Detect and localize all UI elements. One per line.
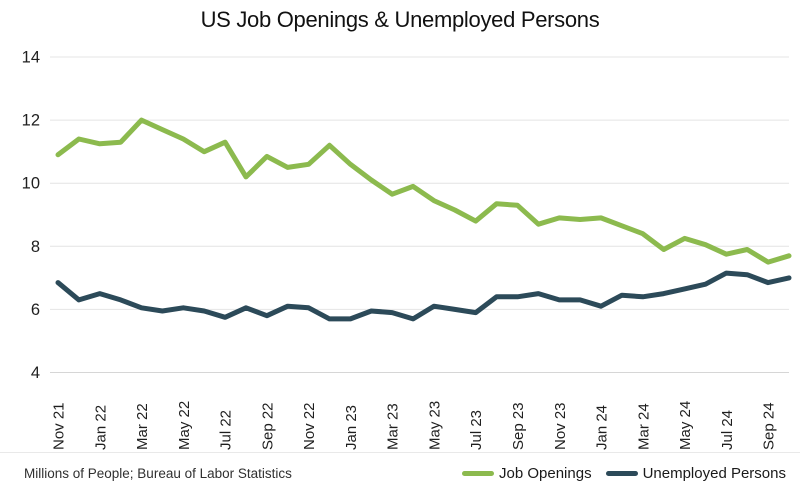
x-axis-tick-label: Mar 22	[134, 403, 151, 450]
x-axis-tick-label: May 22	[176, 401, 193, 450]
x-axis-tick-label: May 23	[426, 401, 443, 450]
legend-label-unemployed-persons: Unemployed Persons	[642, 464, 786, 482]
x-axis-tick-label: Sep 23	[510, 402, 527, 450]
x-axis-tick-label: Nov 21	[51, 402, 68, 450]
y-axis-tick-label: 8	[31, 238, 40, 256]
x-axis-tick-label: Jan 22	[92, 405, 109, 450]
job-openings-line	[55, 117, 792, 265]
y-axis-tick-label: 4	[31, 364, 40, 382]
x-axis-tick-label: Mar 23	[385, 403, 402, 450]
y-axis-tick-label: 10	[22, 175, 40, 193]
unemployed-persons-swatch-icon	[605, 470, 638, 476]
y-axis-tick-label: 6	[31, 301, 40, 319]
unemployed-persons-line	[55, 270, 792, 322]
job-openings-swatch-icon	[462, 470, 494, 476]
legend-label-job-openings: Job Openings	[499, 464, 592, 482]
x-axis-tick-label: Nov 22	[301, 402, 318, 450]
y-axis-tick-label: 12	[22, 112, 40, 130]
x-axis-tick-label: Jan 23	[343, 405, 360, 450]
legend-item-unemployed-persons: Unemployed Persons	[605, 464, 786, 482]
legend-item-job-openings: Job Openings	[462, 465, 592, 482]
x-axis-tick-label: Jan 24	[594, 405, 611, 450]
source-note: Millions of People; Bureau of Labor Stat…	[24, 465, 292, 481]
y-axis-tick-label: 14	[22, 49, 40, 67]
x-axis-tick-label: Nov 23	[552, 402, 569, 450]
legend: Job Openings Unemployed Persons	[462, 465, 786, 482]
chart-title: US Job Openings & Unemployed Persons	[200, 7, 600, 32]
chart-footer: Millions of People; Bureau of Labor Stat…	[0, 452, 800, 493]
x-axis-tick-label: May 24	[677, 401, 694, 450]
x-axis-tick-label: Jul 22	[218, 410, 235, 450]
x-axis-tick-label: Sep 22	[259, 402, 276, 450]
x-axis-tick-label: Sep 24	[761, 402, 778, 450]
x-axis-tick-label: Jul 23	[468, 410, 485, 450]
x-axis-tick-label: Jul 24	[719, 410, 736, 450]
line-chart-plot: 4 6 8 10 12 14 Nov 21 Jan 22 Mar 22 May 22 Jul 22 S…	[22, 49, 792, 450]
x-axis-tick-label: Mar 24	[635, 403, 652, 450]
